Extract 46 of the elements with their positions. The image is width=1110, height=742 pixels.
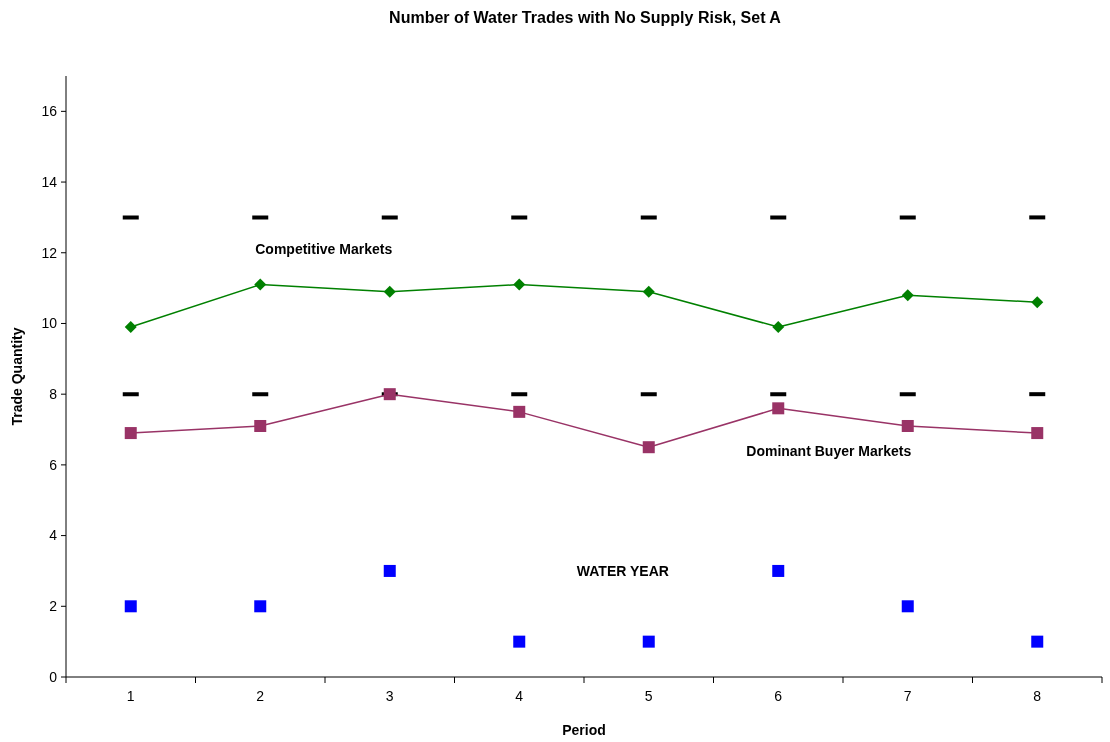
point <box>513 405 526 418</box>
point <box>383 564 396 577</box>
point <box>124 427 137 440</box>
y-tick-label: 10 <box>41 315 58 332</box>
y-tick-label: 0 <box>49 668 58 685</box>
point <box>254 278 267 291</box>
point <box>901 289 914 302</box>
y-axis-title: Trade Quantity <box>9 327 25 426</box>
point <box>901 419 914 432</box>
point <box>513 278 526 291</box>
x-tick-label: 6 <box>774 688 783 704</box>
point <box>254 600 267 613</box>
x-tick-label: 8 <box>1033 688 1042 704</box>
x-tick-label: 7 <box>903 688 912 704</box>
annotation: Competitive Markets <box>255 241 393 258</box>
point <box>772 564 785 577</box>
point <box>513 635 526 648</box>
point <box>642 441 655 454</box>
point <box>1031 635 1044 648</box>
y-tick-label: 6 <box>49 456 58 473</box>
annotation: Dominant Buyer Markets <box>746 442 912 459</box>
point <box>642 635 655 648</box>
chart-title: Number of Water Trades with No Supply Risk, Set A <box>389 9 782 26</box>
point <box>1031 296 1044 309</box>
point <box>383 285 396 298</box>
point <box>642 285 655 298</box>
y-tick-label: 12 <box>41 244 58 261</box>
point <box>124 321 137 334</box>
x-tick-label: 1 <box>126 688 135 704</box>
y-tick-label: 4 <box>49 527 58 544</box>
annotation: WATER YEAR <box>576 562 669 579</box>
point <box>901 600 914 613</box>
point <box>772 321 785 334</box>
x-axis-title: Period <box>562 722 606 738</box>
y-tick-label: 8 <box>49 386 58 403</box>
y-tick-label: 16 <box>41 103 58 120</box>
point <box>124 600 137 613</box>
y-tick-label: 2 <box>49 598 58 615</box>
x-tick-label: 2 <box>256 688 265 704</box>
x-tick-label: 5 <box>644 688 653 704</box>
point <box>772 402 785 415</box>
y-tick-label: 14 <box>41 173 58 190</box>
x-tick-label: 3 <box>385 688 394 704</box>
point <box>254 419 267 432</box>
x-tick-label: 4 <box>515 688 524 704</box>
point <box>1031 427 1044 440</box>
